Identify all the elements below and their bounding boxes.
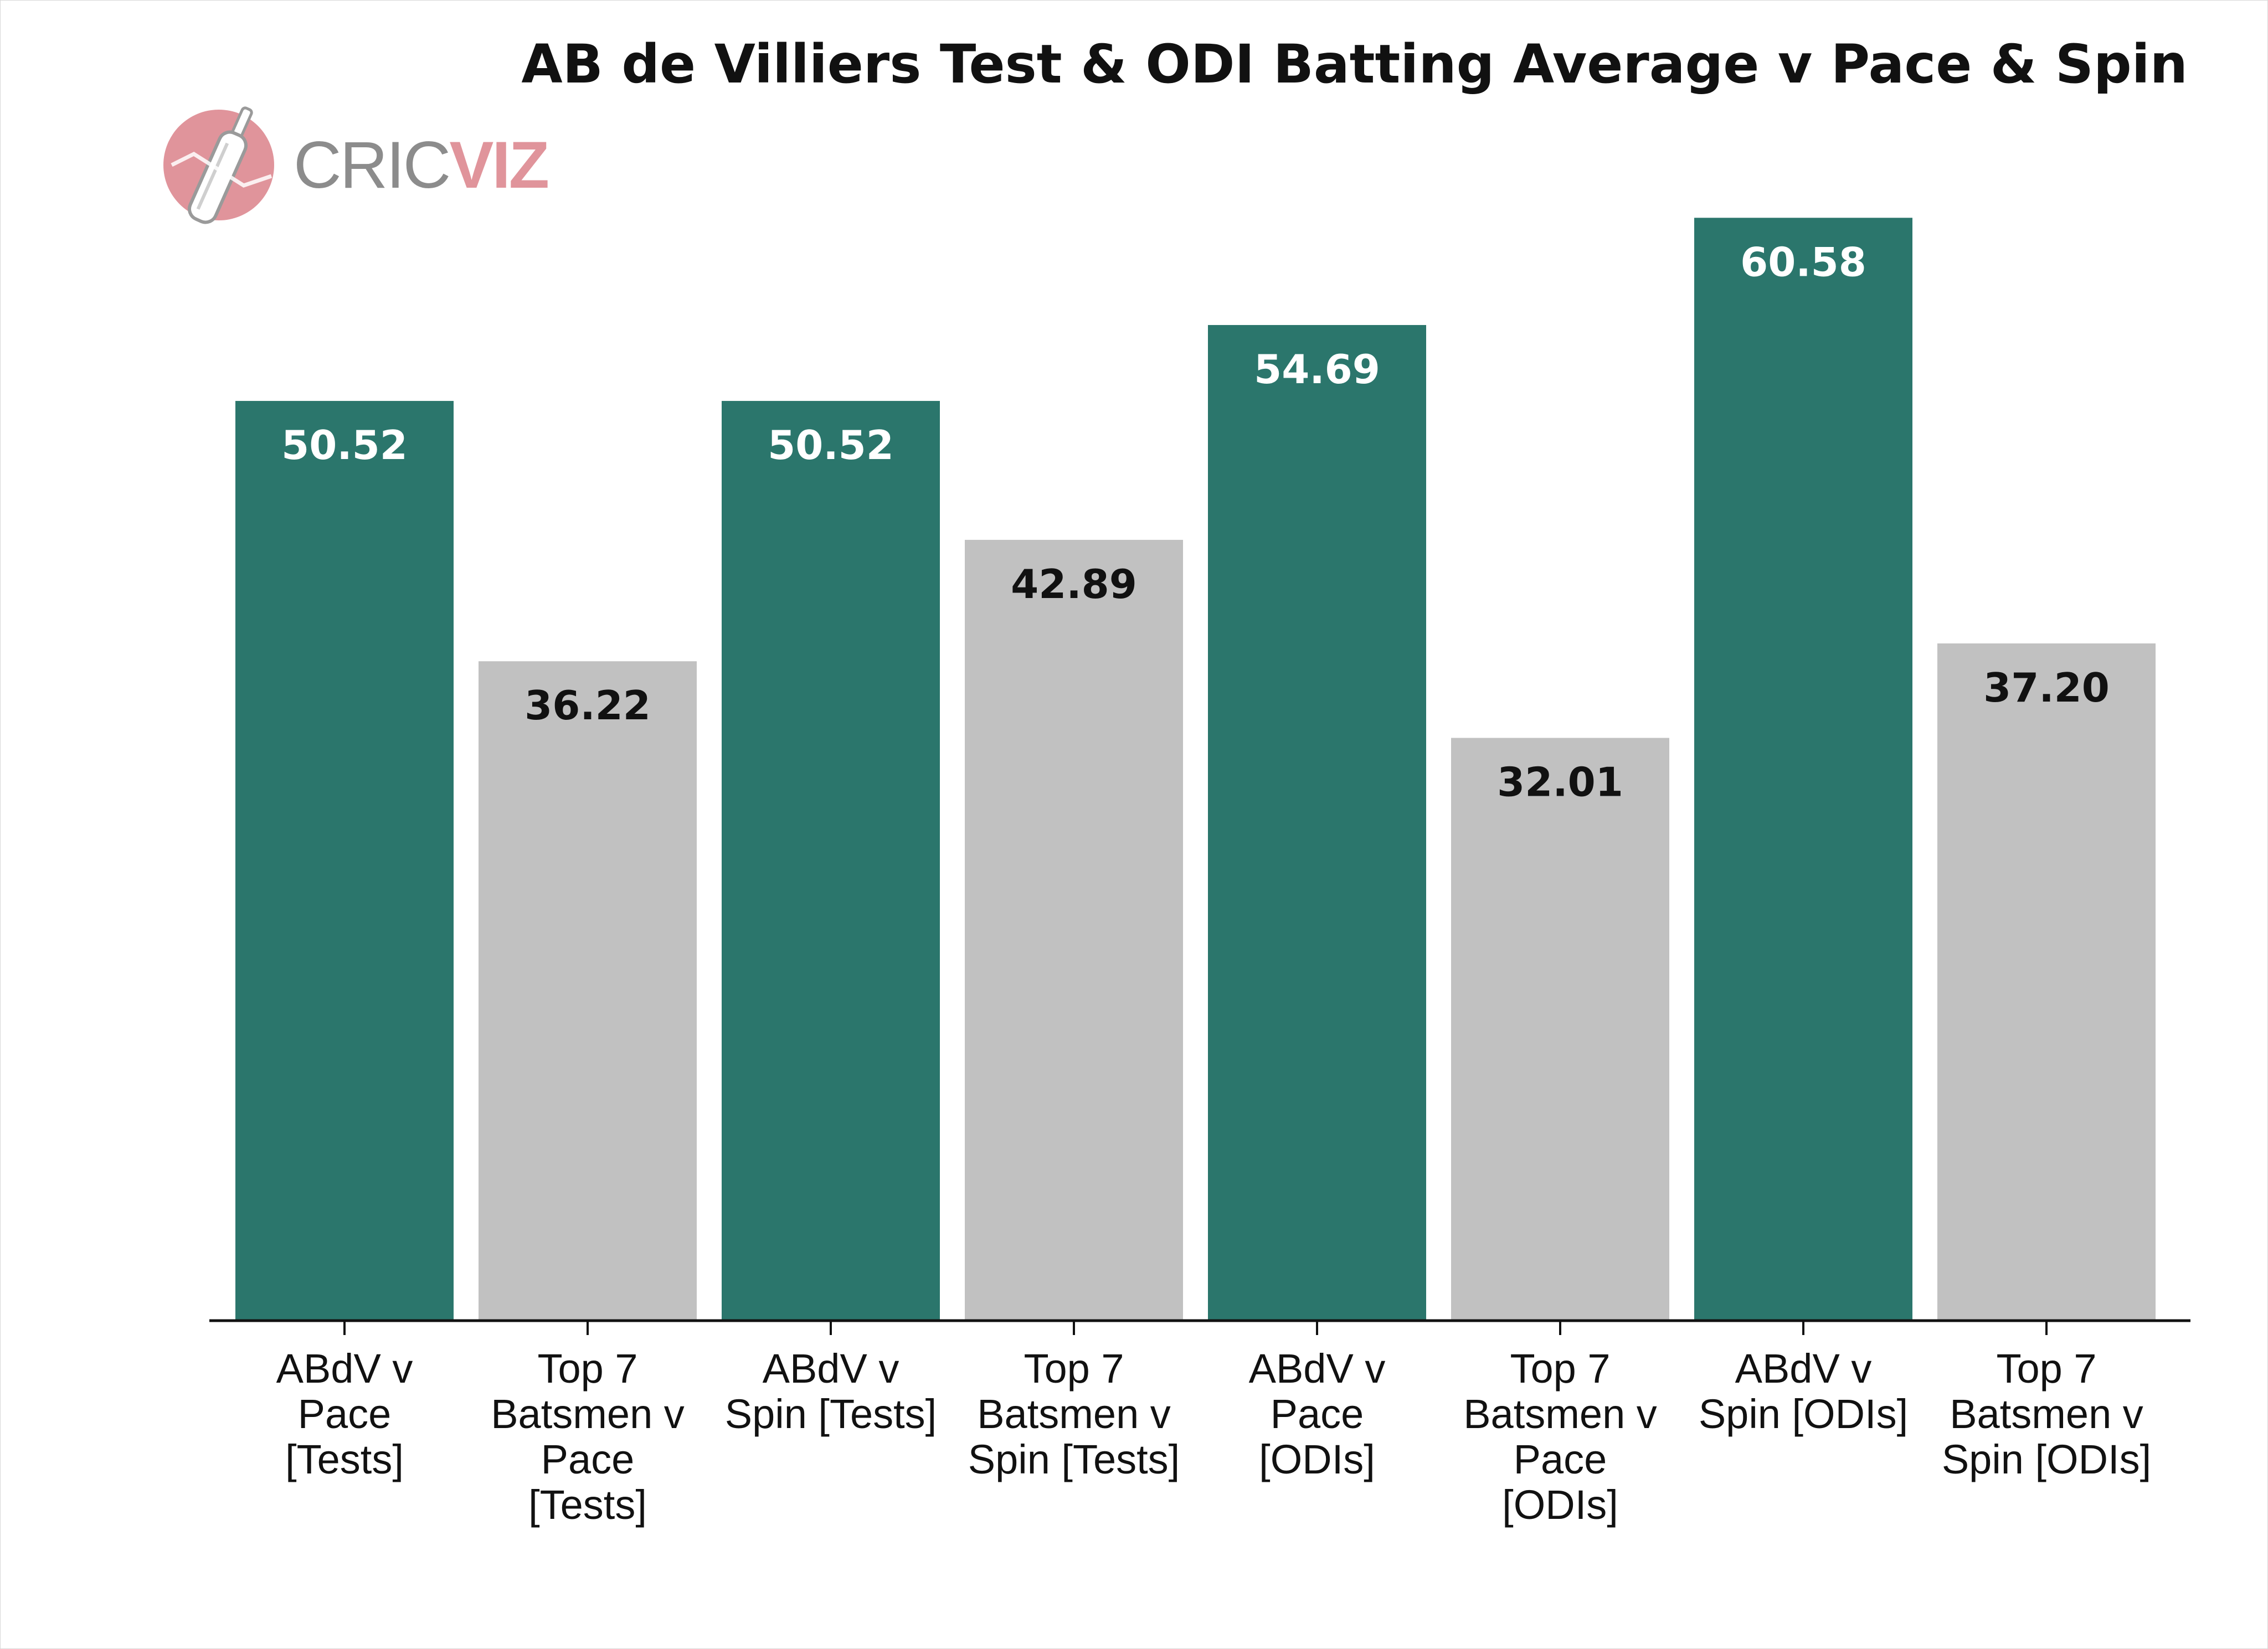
cricket-bat-icon — [163, 106, 274, 224]
cricviz-logo: CRICVIZ — [161, 100, 549, 233]
logo-word-part1: CRIC — [294, 128, 451, 202]
x-tick-label: ABdV v Pace [ODIs] — [1249, 1346, 1386, 1482]
bar — [965, 539, 1183, 1321]
data-label: 42.89 — [1011, 561, 1137, 607]
data-label: 54.69 — [1254, 346, 1380, 393]
data-label: 60.58 — [1740, 239, 1866, 285]
bar — [235, 401, 454, 1321]
bar — [722, 401, 940, 1321]
data-label: 50.52 — [281, 422, 408, 468]
x-tick-label: ABdV v Pace [Tests] — [276, 1346, 413, 1482]
logo-word-part2: VIZ — [449, 128, 549, 202]
x-tick-label: ABdV v Spin [ODIs] — [1699, 1346, 1908, 1437]
data-label: 50.52 — [768, 422, 894, 468]
data-label: 32.01 — [1497, 759, 1623, 806]
x-tick-label: Top 7 Batsmen v Pace [Tests] — [491, 1346, 685, 1528]
x-axis: ABdV v Pace [Tests] Top 7 Batsmen v Pace [Test… — [209, 1319, 2190, 1528]
data-label: 37.20 — [1983, 664, 2110, 711]
bar — [1208, 324, 1426, 1321]
x-tick-label: ABdV v Spin [Tests] — [725, 1346, 937, 1437]
bar — [479, 661, 697, 1321]
x-tick-label: Top 7 Batsmen v Spin [Tests] — [968, 1346, 1180, 1482]
x-tick-label: Top 7 Batsmen v Spin [ODIs] — [1942, 1346, 2151, 1482]
bars-layer: 50.52 36.22 50.52 42.89 54.69 32.01 60.58 37.20 — [235, 218, 2156, 1321]
bar — [1694, 218, 1912, 1321]
data-label: 36.22 — [524, 682, 651, 729]
chart-title: AB de Villiers Test & ODI Batting Averag… — [521, 33, 2188, 95]
logo-wordmark: CRICVIZ — [294, 132, 549, 198]
bar — [1937, 643, 2156, 1321]
x-tick-label: Top 7 Batsmen v Pace [ODIs] — [1463, 1346, 1657, 1528]
bar — [1451, 738, 1669, 1321]
